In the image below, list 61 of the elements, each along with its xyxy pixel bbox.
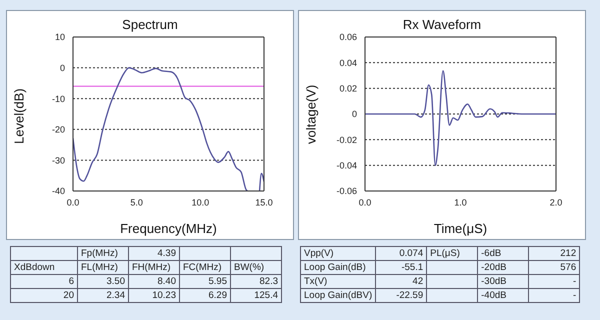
y-tick-label: 0: [352, 109, 357, 120]
text: FC(MHz): [183, 262, 222, 273]
y-tick-label: -0.06: [336, 186, 357, 196]
chart-title: Rx Waveform: [402, 17, 482, 32]
text: Loop Gain(dB): [304, 262, 366, 273]
y-tick-label: -30: [52, 155, 65, 166]
y-tick-label: 0: [60, 62, 65, 73]
x-axis-title: Time(μS): [434, 221, 488, 236]
x-tick-label: 10.0: [192, 197, 210, 208]
line-series: [365, 70, 556, 166]
text: 20: [63, 290, 74, 301]
text: 2.34: [106, 290, 125, 301]
text: 4.39: [158, 248, 176, 259]
y-tick-label: -40: [52, 186, 65, 196]
text: 6.29: [208, 290, 227, 301]
y-axis-title: Level(dB): [12, 88, 27, 144]
text: -: [572, 276, 576, 287]
y-tick-label: 10: [54, 32, 65, 42]
text: 576: [560, 262, 576, 273]
text: -6dB: [481, 248, 502, 259]
x-tick-label: 5.0: [130, 197, 143, 208]
y-tick-label: -10: [52, 94, 65, 104]
text: Tx(V): [304, 276, 328, 287]
text: 42: [412, 276, 424, 287]
x-tick-label: 2.0: [550, 197, 562, 208]
text: -30dB: [481, 276, 506, 287]
text: -55.1: [401, 262, 424, 273]
text: 6: [68, 276, 74, 287]
x-tick-label: 0.0: [66, 197, 80, 208]
text: 10.23: [152, 290, 176, 301]
text: Vpp(V): [304, 248, 334, 259]
text: FH(MHz): [132, 262, 171, 273]
text: XdBdown: [14, 262, 55, 273]
y-tick-label: 0.04: [339, 58, 357, 68]
text: 212: [560, 248, 576, 259]
text: 5.95: [208, 276, 227, 287]
text: BW(%): [234, 262, 264, 273]
x-tick-label: 0.0: [358, 197, 372, 208]
x-tick-label: 1.0: [454, 197, 467, 208]
text: PL(μS): [430, 248, 460, 259]
text: 82.3: [260, 276, 278, 287]
text: -22.59: [396, 290, 424, 301]
chart-title: Spectrum: [121, 17, 179, 32]
y-tick-label: -0.02: [336, 134, 357, 145]
text: 8.40: [158, 276, 176, 287]
x-tick-label: 15.0: [255, 197, 273, 208]
text: FL(MHz): [81, 262, 118, 273]
text: Loop Gain(dBV): [304, 290, 372, 301]
text: 125.4: [254, 290, 278, 301]
x-axis-title: Frequency(MHz): [120, 221, 217, 236]
y-tick-label: 0.06: [339, 32, 357, 42]
text: Fp(MHz): [81, 248, 118, 259]
text: -20dB: [481, 262, 506, 273]
text: -: [572, 290, 576, 301]
y-axis-title: voltage(V): [304, 84, 319, 144]
text: 3.50: [106, 276, 125, 287]
y-tick-label: -0.04: [336, 160, 357, 171]
y-tick-label: -20: [52, 124, 65, 135]
text: 0.074: [399, 248, 424, 259]
text: -40dB: [481, 290, 506, 301]
y-tick-label: 0.02: [339, 84, 357, 94]
